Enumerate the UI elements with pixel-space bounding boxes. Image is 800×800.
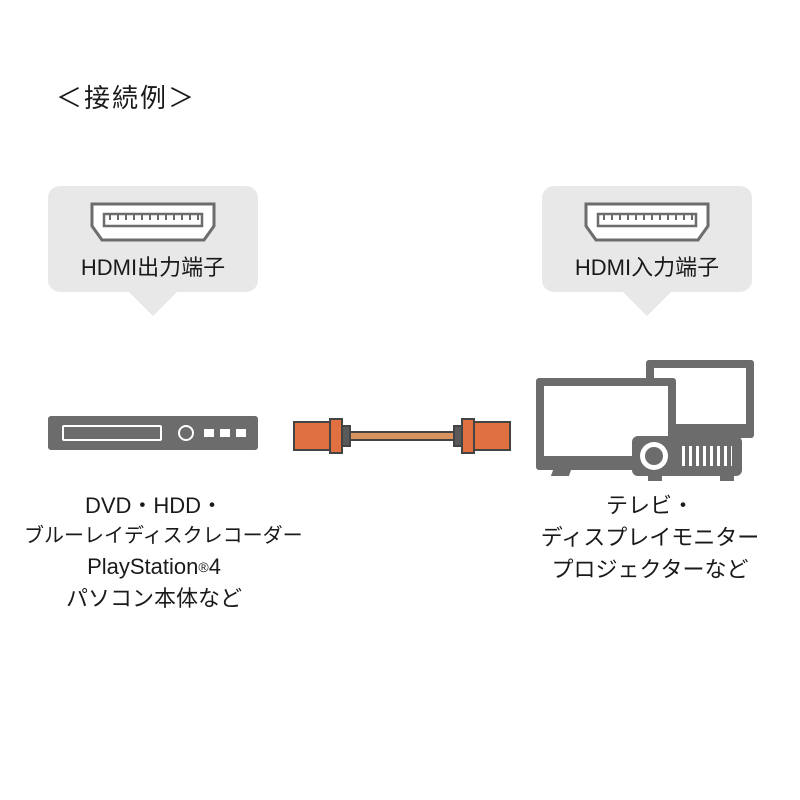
- caption-line: パソコン本体など: [24, 583, 284, 615]
- button-icon: [236, 429, 246, 437]
- hdmi-port-icon: [88, 200, 218, 244]
- caption-line: ディスプレイモニター: [520, 522, 780, 554]
- diagram-title: ＜接続例＞: [56, 78, 196, 115]
- hdmi-input-callout: HDMI入力端子: [542, 186, 752, 292]
- caption-line: プロジェクターなど: [520, 554, 780, 586]
- display-devices-icon: [536, 360, 756, 480]
- disc-tray-icon: [62, 425, 162, 441]
- dvd-player-icon: [48, 416, 258, 450]
- hdmi-output-callout: HDMI出力端子: [48, 186, 258, 292]
- callout-tail-icon: [127, 290, 179, 316]
- projector-icon: [632, 436, 742, 476]
- caption-line: テレビ・: [520, 490, 780, 522]
- caption-line: DVD・HDD・: [24, 490, 284, 522]
- hdmi-output-label: HDMI出力端子: [58, 250, 248, 282]
- button-icon: [220, 429, 230, 437]
- source-devices-caption: DVD・HDD・ ブルーレイディスクレコーダー PlayStation®4 パソ…: [24, 490, 284, 615]
- hdmi-cable-icon: [292, 416, 512, 456]
- caption-line: ブルーレイディスクレコーダー: [24, 522, 284, 551]
- button-icon: [204, 429, 214, 437]
- display-devices-caption: テレビ・ ディスプレイモニター プロジェクターなど: [520, 490, 780, 586]
- device-row: [0, 350, 800, 490]
- power-button-icon: [178, 425, 194, 441]
- callout-tail-icon: [621, 290, 673, 316]
- hdmi-input-label: HDMI入力端子: [552, 250, 742, 282]
- hdmi-port-icon: [582, 200, 712, 244]
- caption-line: PlayStation®4: [24, 551, 284, 583]
